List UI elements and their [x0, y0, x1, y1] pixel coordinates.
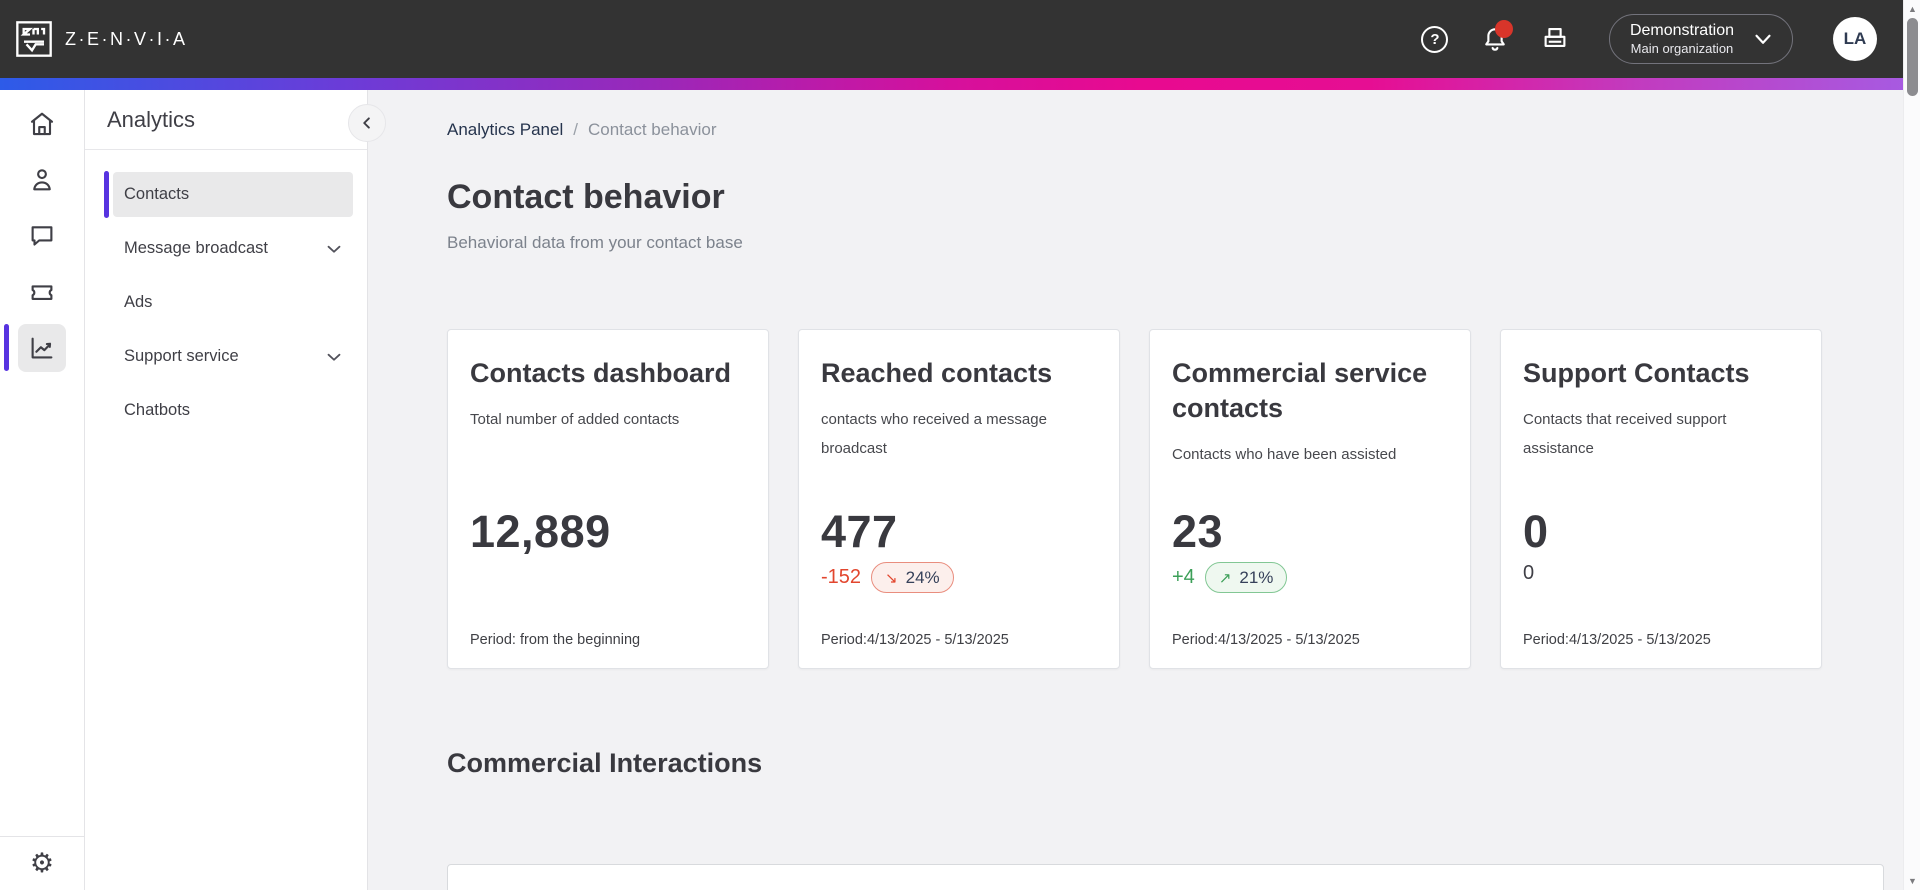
card-value: 0	[1523, 506, 1549, 557]
chat-bubble-icon	[27, 221, 57, 251]
main-content: Analytics Panel / Contact behavior Conta…	[368, 90, 1903, 890]
organization-switcher[interactable]: Demonstration Main organization	[1608, 14, 1793, 64]
sidebar-title: Analytics	[107, 106, 196, 132]
sidebar-item-label: Ads	[124, 293, 153, 311]
card-value: 12,889	[470, 506, 611, 557]
trend-up-icon: ↗	[1218, 569, 1232, 587]
chevron-down-icon	[323, 346, 345, 368]
user-avatar[interactable]: LA	[1833, 17, 1877, 61]
notifications-button[interactable]	[1475, 19, 1515, 59]
card-title: Reached contacts	[821, 358, 1053, 388]
sidebar-item-chatbots[interactable]: Chatbots	[113, 388, 353, 433]
topbar: Z·E·N·V·I·A ?	[0, 0, 1903, 78]
zenvia-logo-icon	[14, 19, 54, 59]
card-subtitle: contacts who received a message broadcas…	[821, 411, 1047, 458]
settings-gear-icon[interactable]: ⚙	[29, 848, 55, 878]
chevron-down-icon	[1750, 26, 1776, 52]
rail-item-conversations[interactable]	[18, 212, 66, 260]
delta-value: 0	[1523, 562, 1535, 584]
card-subtitle: Contacts that received support assistanc…	[1523, 411, 1727, 458]
home-icon	[27, 109, 57, 139]
organization-labels: Demonstration Main organization	[1630, 21, 1734, 57]
card-value: 477	[821, 506, 898, 557]
sidebar-header: Analytics	[85, 90, 367, 150]
ticket-icon	[27, 277, 57, 307]
sidebar-item-ads[interactable]: Ads	[113, 280, 353, 325]
sidebar-item-label: Support service	[124, 347, 239, 365]
scrollbar-thumb[interactable]	[1907, 18, 1918, 96]
sidebar-collapse-button[interactable]	[348, 104, 386, 142]
trend-percentage: 24%	[905, 567, 940, 587]
chevron-down-icon	[323, 238, 345, 260]
card-reached-contacts: Reached contacts contacts who received a…	[798, 329, 1120, 669]
help-icon: ?	[1421, 25, 1449, 53]
breadcrumb-current: Contact behavior	[587, 120, 717, 139]
card-subtitle: Total number of added contacts	[470, 411, 680, 429]
analytics-sidebar: Analytics Contacts Message broadcast	[85, 90, 386, 890]
sidebar-item-label: Contacts	[124, 185, 190, 203]
breadcrumb: Analytics Panel / Contact behavior	[447, 120, 1903, 140]
section-title-commercial-interactions: Commercial Interactions	[447, 748, 763, 778]
card-period: Period:4/13/2025 - 5/13/2025	[821, 632, 1009, 648]
organization-detail: Main organization	[1630, 40, 1734, 56]
person-icon	[27, 165, 57, 195]
sidebar-item-label: Chatbots	[124, 401, 191, 419]
trend-badge-down: ↘ 24%	[871, 562, 954, 593]
delta-value: +4	[1172, 566, 1195, 588]
zenvia-brand[interactable]: Z·E·N·V·I·A	[14, 19, 187, 59]
delta-value: -152	[821, 566, 862, 588]
topbar-actions: ?	[1415, 14, 1877, 64]
card-commercial-service-contacts: Commercial service contacts Contacts who…	[1149, 329, 1471, 669]
chevron-left-icon	[356, 112, 378, 134]
active-rail-indicator	[4, 324, 9, 371]
organization-name: Demonstration	[1629, 21, 1734, 39]
scroll-down-icon[interactable]: ▼	[1908, 876, 1917, 886]
sidebar-menu: Contacts Message broadcast Ads Support s…	[85, 150, 367, 433]
print-button[interactable]	[1535, 19, 1575, 59]
card-value: 23	[1172, 506, 1224, 557]
rail-bottom: ⚙	[0, 836, 84, 890]
sidebar-item-message-broadcast[interactable]: Message broadcast	[113, 226, 353, 271]
card-support-contacts: Support Contacts Contacts that received …	[1500, 329, 1822, 669]
trend-badge-up: ↗ 21%	[1204, 562, 1288, 593]
shell: ⚙ Analytics Contacts Message broad	[0, 90, 1903, 890]
card-period: Period:4/13/2025 - 5/13/2025	[1523, 632, 1711, 648]
commercial-interactions-panel	[447, 864, 1884, 890]
sidebar-item-label: Message broadcast	[124, 239, 268, 257]
delta-row: -152 ↘ 24%	[821, 562, 954, 593]
rail-item-tickets[interactable]	[18, 268, 66, 316]
delta-row: 0	[1523, 562, 1534, 585]
trend-percentage: 21%	[1239, 567, 1274, 587]
breadcrumb-separator: /	[573, 120, 578, 139]
sidebar-item-support-service[interactable]: Support service	[113, 334, 353, 379]
rail-item-home[interactable]	[18, 100, 66, 148]
vertical-scrollbar[interactable]: ▲ ▼	[1903, 0, 1920, 890]
rail-item-analytics[interactable]	[4, 324, 66, 372]
delta-row: +4 ↗ 21%	[1172, 562, 1288, 593]
card-contacts-dashboard: Contacts dashboard Total number of added…	[447, 329, 769, 669]
card-subtitle: Contacts who have been assisted	[1172, 446, 1397, 464]
help-button[interactable]: ?	[1415, 19, 1455, 59]
card-title: Support Contacts	[1523, 358, 1750, 388]
card-period: Period:4/13/2025 - 5/13/2025	[1172, 632, 1360, 648]
printer-icon	[1540, 24, 1570, 54]
sidebar-item-contacts[interactable]: Contacts	[104, 171, 353, 218]
kpi-cards-row: Contacts dashboard Total number of added…	[447, 329, 1903, 669]
page-subtitle: Behavioral data from your contact base	[447, 233, 743, 252]
scroll-up-icon[interactable]: ▲	[1908, 4, 1917, 14]
breadcrumb-analytics-panel[interactable]: Analytics Panel	[447, 120, 564, 139]
icon-rail: ⚙	[0, 90, 85, 890]
card-period: Period: from the beginning	[470, 632, 641, 648]
rail-item-contacts[interactable]	[18, 156, 66, 204]
brand-name: Z·E·N·V·I·A	[65, 28, 188, 49]
card-title: Contacts dashboard	[470, 358, 732, 388]
trend-down-icon: ↘	[885, 569, 898, 587]
brand-gradient-bar	[0, 78, 1903, 90]
notification-badge	[1494, 20, 1513, 38]
analytics-chart-icon	[27, 333, 57, 363]
card-title: Commercial service contacts	[1172, 358, 1428, 424]
page-title: Contact behavior	[447, 178, 725, 216]
